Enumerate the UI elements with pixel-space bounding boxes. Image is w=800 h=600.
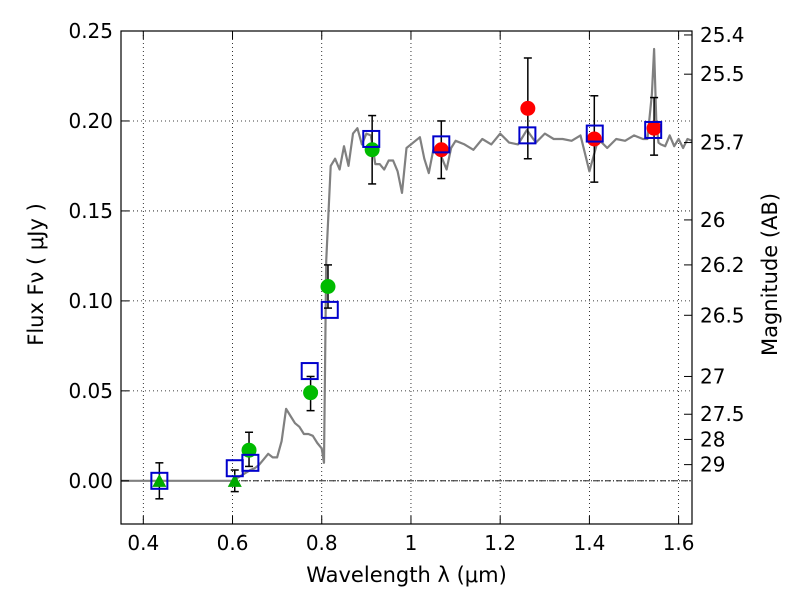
grid-lines xyxy=(121,30,692,524)
circle-point xyxy=(303,385,319,401)
y2-tick-label: 25.5 xyxy=(700,62,745,86)
y2-tick-label: 27.5 xyxy=(700,402,745,426)
square-point xyxy=(362,129,381,148)
y-tick-label: 0.10 xyxy=(68,289,113,313)
triangle-point xyxy=(227,473,242,487)
x-tick-label: 1.4 xyxy=(573,531,605,555)
y2-tick-label: 29 xyxy=(700,453,725,477)
circle-point xyxy=(646,120,662,136)
x-tick-label: 1.6 xyxy=(663,531,695,555)
y2-tick-label: 26.5 xyxy=(700,303,745,327)
circle-point xyxy=(433,142,449,158)
square-point xyxy=(518,126,537,145)
y2-tick-label: 26 xyxy=(700,208,725,232)
x-axis-ticks: 0.4 0.6 0.8 1 1.2 1.4 1.6 xyxy=(127,31,695,555)
spectrum-line xyxy=(121,47,693,482)
x-tick-label: 0.8 xyxy=(306,531,338,555)
y-axis-title: Flux Fν ( μJy ) xyxy=(24,203,48,346)
square-point xyxy=(644,120,663,139)
y2-tick-label: 25.4 xyxy=(700,23,745,47)
circle-point xyxy=(320,278,336,294)
y-tick-label: 0.25 xyxy=(68,19,113,43)
y2-tick-label: 28 xyxy=(700,427,725,451)
model-spectrum xyxy=(121,47,693,482)
square-point xyxy=(241,453,260,472)
y-tick-label: 0.05 xyxy=(68,379,113,403)
x-tick-label: 1 xyxy=(405,531,418,555)
plot-frame xyxy=(120,30,693,525)
x-tick-label: 0.6 xyxy=(217,531,249,555)
square-point xyxy=(320,300,339,319)
square-point xyxy=(150,471,169,490)
y-tick-label: 0.20 xyxy=(68,109,113,133)
y2-axis-title: Magnitude (AB) xyxy=(758,193,782,356)
x-axis-title: Wavelength λ (μm) xyxy=(306,563,507,587)
y-axis-ticks: 0.00 0.05 0.10 0.15 0.20 0.25 xyxy=(68,19,129,493)
data-markers xyxy=(150,100,663,490)
x-tick-label: 1.2 xyxy=(484,531,516,555)
circle-point xyxy=(586,131,602,147)
circle-point xyxy=(520,100,536,116)
y2-tick-label: 25.7 xyxy=(700,131,745,155)
circle-point xyxy=(364,142,380,158)
square-point xyxy=(432,135,451,154)
y2-tick-label: 27 xyxy=(700,364,725,388)
x-tick-label: 0.4 xyxy=(127,531,159,555)
triangle-point xyxy=(152,473,167,487)
y-tick-label: 0.00 xyxy=(68,469,113,493)
y2-tick-label: 26.2 xyxy=(700,253,745,277)
y-tick-label: 0.15 xyxy=(68,199,113,223)
error-bars xyxy=(155,57,659,500)
square-point xyxy=(300,362,319,381)
square-point xyxy=(585,124,604,143)
